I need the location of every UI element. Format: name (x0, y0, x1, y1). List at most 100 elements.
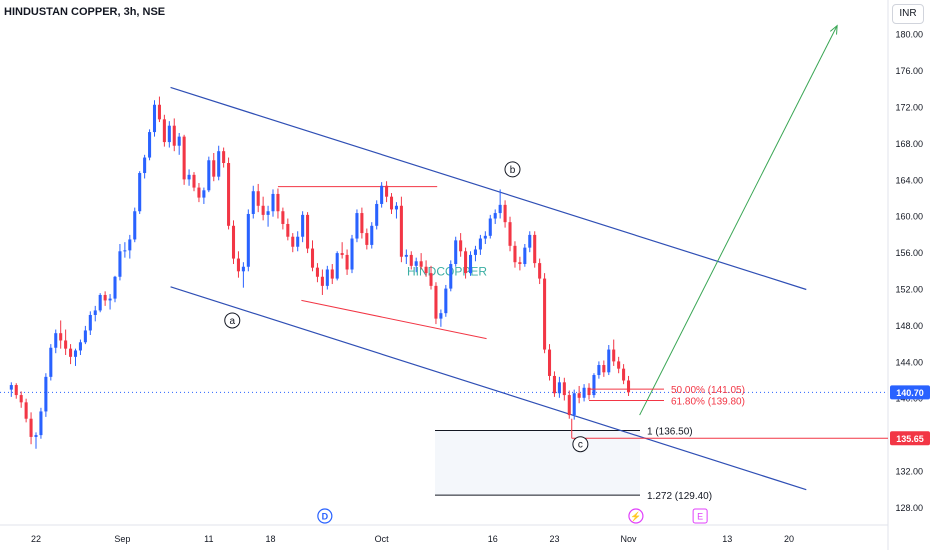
candle (330, 264, 334, 285)
event-label: D (322, 512, 329, 522)
candle (212, 153, 216, 182)
candle-body (409, 254, 413, 266)
candle (434, 282, 438, 325)
candle (236, 251, 240, 278)
candle (172, 118, 176, 152)
candle-body (113, 276, 117, 299)
candle (93, 305, 97, 322)
x-tick-label: 11 (204, 534, 213, 544)
candle (533, 231, 537, 268)
candle-body (98, 294, 102, 311)
candle-body (439, 313, 443, 319)
candle-body (350, 238, 354, 270)
candle (286, 218, 290, 241)
candle-body (607, 349, 611, 373)
y-tick-label: 156.00 (895, 248, 923, 258)
candle-body (498, 204, 502, 214)
candle (103, 291, 107, 306)
candle-body (34, 435, 38, 437)
candle-body (133, 211, 137, 240)
support-line (301, 299, 487, 340)
candle (231, 220, 236, 265)
candle-body (315, 267, 319, 277)
candle-body (449, 264, 453, 289)
candle-body (296, 236, 300, 247)
candle (73, 348, 78, 366)
candle (414, 257, 418, 273)
candle (113, 275, 117, 303)
candle-body (286, 223, 290, 237)
price-tag-bg (890, 385, 930, 400)
candle-body (528, 234, 532, 248)
candle-body (320, 276, 324, 286)
candle-body (301, 214, 305, 237)
candle-body (207, 160, 211, 191)
x-tick-label: 13 (722, 534, 732, 544)
candle-body (355, 213, 359, 239)
candle (301, 211, 305, 243)
candle-body (187, 174, 191, 180)
candle (355, 209, 359, 243)
candle (464, 247, 468, 279)
candle (276, 188, 280, 219)
candle (468, 251, 473, 276)
x-tick-label: 18 (266, 534, 276, 544)
y-tick-label: 172.00 (895, 103, 923, 113)
candle (587, 383, 591, 400)
candle (29, 412, 33, 445)
candle (523, 244, 527, 267)
candle (503, 200, 507, 228)
candle-body (325, 269, 329, 286)
candle-body (503, 204, 507, 223)
candle (266, 205, 270, 227)
candle (335, 251, 339, 281)
candle-body (162, 119, 166, 143)
candle-body (29, 418, 33, 437)
candle (385, 181, 389, 203)
candle (394, 202, 398, 219)
candle-body (138, 173, 142, 212)
candle-body (572, 393, 576, 416)
candle-body (182, 136, 186, 180)
candle (162, 114, 166, 147)
candle-body (602, 365, 606, 373)
candle-body (493, 213, 497, 219)
candle-body (508, 222, 512, 246)
wave-label-circle (572, 436, 589, 453)
candle (148, 129, 152, 161)
candle-body (64, 340, 68, 349)
candle (375, 200, 379, 230)
candle (607, 345, 611, 376)
candle-body (562, 382, 566, 396)
candle-body (622, 368, 626, 381)
candle-body (483, 235, 487, 239)
candle (493, 209, 497, 224)
event-marker (628, 508, 644, 524)
candle (582, 384, 586, 402)
candle (543, 273, 547, 354)
candle-body (118, 251, 122, 277)
candle-body (103, 294, 107, 301)
candle (350, 234, 354, 274)
fib-label: 61.80% (139.80) (671, 397, 745, 408)
currency-button[interactable]: INR (892, 4, 924, 24)
candle-body (345, 254, 349, 270)
candle (320, 269, 324, 295)
candle (592, 373, 596, 398)
candle (39, 407, 43, 439)
candle-body (148, 132, 152, 158)
candle (98, 293, 102, 313)
y-tick-label: 164.00 (895, 175, 923, 185)
candle-body (73, 350, 78, 357)
candle-body (518, 262, 522, 265)
candle-body (14, 385, 18, 396)
candle-body (157, 104, 161, 120)
candle-body (306, 214, 310, 249)
y-tick-label: 176.00 (895, 66, 923, 76)
candle-body (39, 411, 43, 436)
candle (567, 390, 571, 419)
candle-body (271, 193, 275, 212)
candle-body (389, 196, 394, 210)
candle (246, 209, 250, 272)
